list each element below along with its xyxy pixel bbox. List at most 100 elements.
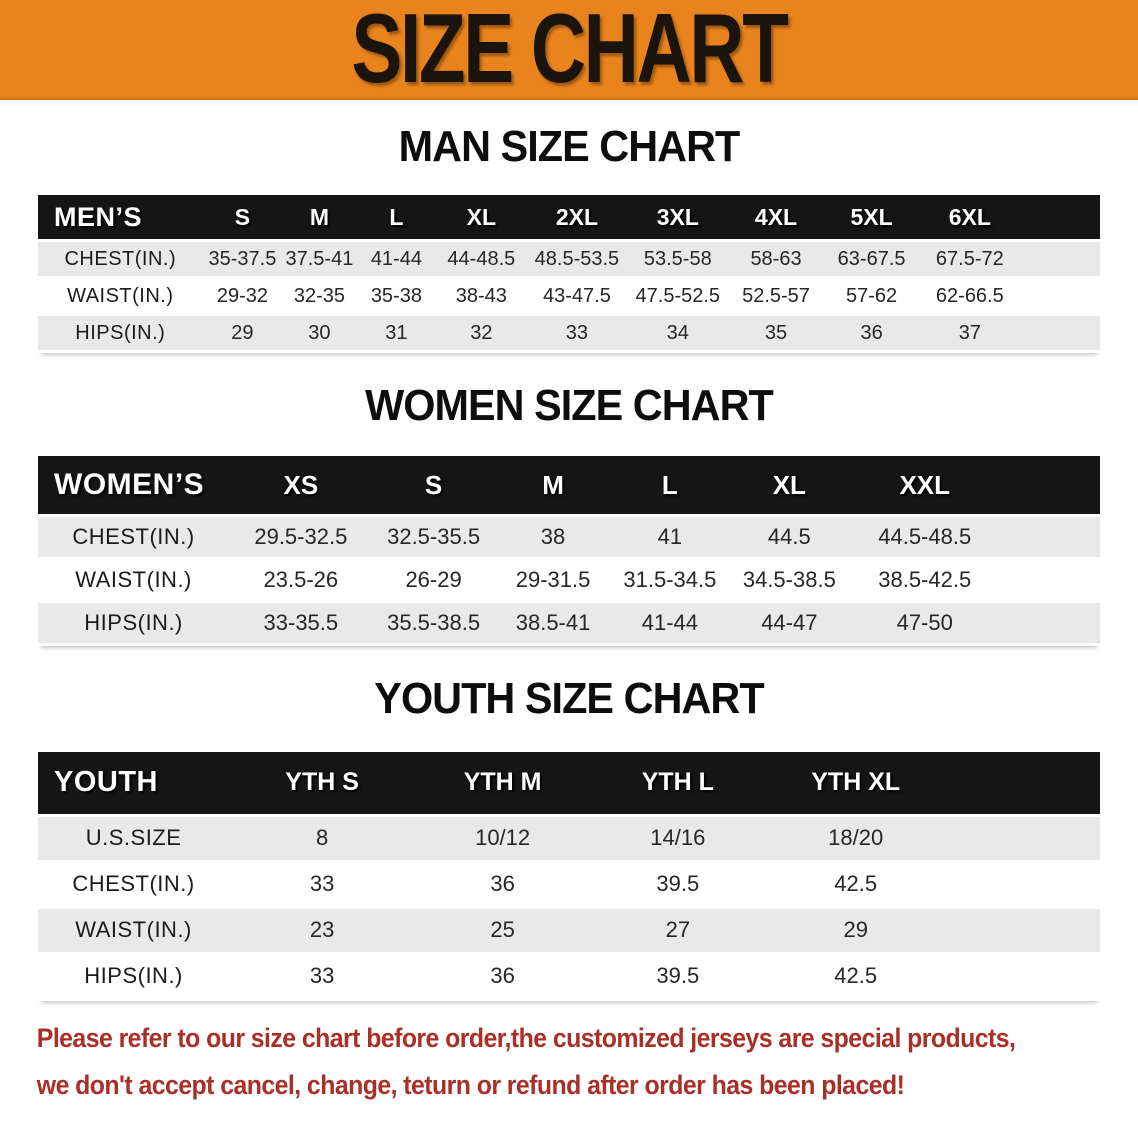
youth-ussize-value-3: 18/20	[765, 816, 946, 860]
women-size-col-xxl: XXL	[850, 456, 1000, 515]
men-size-col-m: M	[282, 195, 357, 240]
youth-label-ussize: U.S.SIZE	[38, 816, 230, 860]
women-waistin-value-5: 38.5-42.5	[850, 560, 1000, 601]
men-size-col-4xl: 4XL	[728, 195, 824, 240]
men-chestin-value-1: 37.5-41	[282, 242, 357, 277]
men-hipsin-value-4: 33	[526, 316, 628, 351]
men-hipsin-value-2: 31	[356, 316, 437, 351]
women-waistin-value-3: 31.5-34.5	[611, 560, 729, 601]
youth-size-col-yth-l: YTH L	[590, 751, 766, 814]
men-row-waistin: WAIST(IN.) 29-32 32-35 35-38 38-43 43-47.5 47.…	[38, 279, 1100, 314]
youth-hipsin-value-2: 39.5	[590, 954, 766, 998]
youth-header-spacer	[945, 751, 1100, 814]
women-chestin-value-3: 41	[611, 517, 729, 558]
youth-size-col-yth-m: YTH M	[415, 751, 591, 814]
men-label-waistin: WAIST(IN.)	[38, 279, 203, 314]
men-size-col-3xl: 3XL	[627, 195, 729, 240]
youth-size-col-yth-s: YTH S	[229, 751, 415, 814]
men-label-chestin: CHEST(IN.)	[38, 242, 203, 277]
youth-ussize-value-1: 10/12	[415, 816, 591, 860]
section-title-youth: YOUTH SIZE CHART	[374, 674, 764, 724]
men-size-col-xl: XL	[436, 195, 527, 240]
men-waistin-value-1: 32-35	[282, 279, 357, 314]
youth-hipsin-value-3: 42.5	[765, 954, 946, 998]
youth-row-spacer	[945, 908, 1100, 952]
men-row-spacer	[1020, 279, 1100, 314]
youth-size-table: YOUTH YTH S YTH M YTH L YTH XL U.S.SIZE 8 10/12…	[38, 749, 1100, 1001]
men-size-col-2xl: 2XL	[526, 195, 628, 240]
women-row-hipsin: HIPS(IN.) 33-35.5 35.5-38.5 38.5-41 41-44 44-…	[38, 603, 1100, 644]
section-title-men: MAN SIZE CHART	[398, 122, 741, 171]
youth-group-label: YOUTH	[38, 751, 230, 814]
men-label-hipsin: HIPS(IN.)	[38, 316, 203, 351]
youth-hipsin-value-1: 36	[415, 954, 591, 998]
men-row-chestin: CHEST(IN.) 35-37.5 37.5-41 41-44 44-48.5 48.5…	[38, 242, 1100, 277]
women-hipsin-value-4: 44-47	[728, 603, 851, 644]
men-hipsin-value-1: 30	[282, 316, 357, 351]
women-waistin-value-0: 23.5-26	[229, 560, 373, 601]
women-chestin-value-5: 44.5-48.5	[850, 517, 1000, 558]
women-hipsin-value-0: 33-35.5	[229, 603, 373, 644]
men-size-col-5xl: 5XL	[823, 195, 920, 240]
men-hipsin-value-8: 37	[919, 316, 1021, 351]
men-chestin-value-8: 67.5-72	[919, 242, 1021, 277]
women-waistin-value-2: 29-31.5	[494, 560, 612, 601]
women-header-row: WOMEN’S XS S M L XL XXL	[38, 456, 1100, 515]
youth-waistin-value-2: 27	[590, 908, 766, 952]
women-chestin-value-2: 38	[494, 517, 612, 558]
banner: SIZE CHART	[0, 0, 1138, 100]
women-label-chestin: CHEST(IN.)	[38, 517, 230, 558]
men-hipsin-value-6: 35	[728, 316, 824, 351]
youth-label-chestin: CHEST(IN.)	[38, 862, 230, 906]
youth-ussize-value-0: 8	[229, 816, 415, 860]
women-hipsin-value-1: 35.5-38.5	[372, 603, 495, 644]
section-women: WOMEN SIZE CHART WOMEN’S XS S M L XL XXL CHEST(…	[0, 381, 1138, 646]
men-size-col-s: S	[202, 195, 283, 240]
men-chestin-value-3: 44-48.5	[436, 242, 527, 277]
section-youth: YOUTH SIZE CHART YOUTH YTH S YTH M YTH L YTH…	[0, 676, 1138, 1000]
men-waistin-value-0: 29-32	[202, 279, 283, 314]
women-label-waistin: WAIST(IN.)	[38, 560, 230, 601]
women-row-spacer	[999, 603, 1100, 644]
women-hipsin-value-5: 47-50	[850, 603, 1000, 644]
women-row-spacer	[999, 517, 1100, 558]
women-row-spacer	[999, 560, 1100, 601]
men-chestin-value-5: 53.5-58	[627, 242, 729, 277]
men-group-label: MEN’S	[38, 195, 203, 240]
women-waistin-value-1: 26-29	[372, 560, 495, 601]
section-title-women: WOMEN SIZE CHART	[365, 381, 774, 431]
men-hipsin-value-5: 34	[627, 316, 729, 351]
men-header-row: MEN’S S M L XL 2XL 3XL 4XL 5XL 6XL	[38, 195, 1100, 240]
men-size-col-l: L	[356, 195, 437, 240]
youth-row-waistin: WAIST(IN.) 23 25 27 29	[38, 908, 1100, 952]
men-header-spacer	[1020, 195, 1100, 240]
youth-header-row: YOUTH YTH S YTH M YTH L YTH XL	[38, 751, 1100, 814]
men-waistin-value-2: 35-38	[356, 279, 437, 314]
women-size-col-l: L	[611, 456, 729, 515]
men-size-col-6xl: 6XL	[919, 195, 1021, 240]
women-hipsin-value-2: 38.5-41	[494, 603, 612, 644]
youth-row-spacer	[945, 862, 1100, 906]
men-waistin-value-7: 57-62	[823, 279, 920, 314]
youth-ussize-value-2: 14/16	[590, 816, 766, 860]
women-group-label: WOMEN’S	[38, 456, 230, 515]
youth-row-chestin: CHEST(IN.) 33 36 39.5 42.5	[38, 862, 1100, 906]
men-waistin-value-6: 52.5-57	[728, 279, 824, 314]
youth-label-hipsin: HIPS(IN.)	[38, 954, 230, 998]
women-waistin-value-4: 34.5-38.5	[728, 560, 851, 601]
men-waistin-value-3: 38-43	[436, 279, 527, 314]
youth-label-waistin: WAIST(IN.)	[38, 908, 230, 952]
men-chestin-value-4: 48.5-53.5	[526, 242, 628, 277]
youth-waistin-value-1: 25	[415, 908, 591, 952]
men-chestin-value-7: 63-67.5	[823, 242, 920, 277]
women-chestin-value-4: 44.5	[728, 517, 851, 558]
men-chestin-value-2: 41-44	[356, 242, 437, 277]
disclaimer-line-2: we don't accept cancel, change, teturn o…	[36, 1069, 905, 1100]
youth-chestin-value-2: 39.5	[590, 862, 766, 906]
women-size-table: WOMEN’S XS S M L XL XXL CHEST(IN.) 29.5-32.5 32.5…	[38, 453, 1100, 646]
men-waistin-value-4: 43-47.5	[526, 279, 628, 314]
youth-chestin-value-0: 33	[229, 862, 415, 906]
women-label-hipsin: HIPS(IN.)	[38, 603, 230, 644]
youth-row-ussize: U.S.SIZE 8 10/12 14/16 18/20	[38, 816, 1100, 860]
